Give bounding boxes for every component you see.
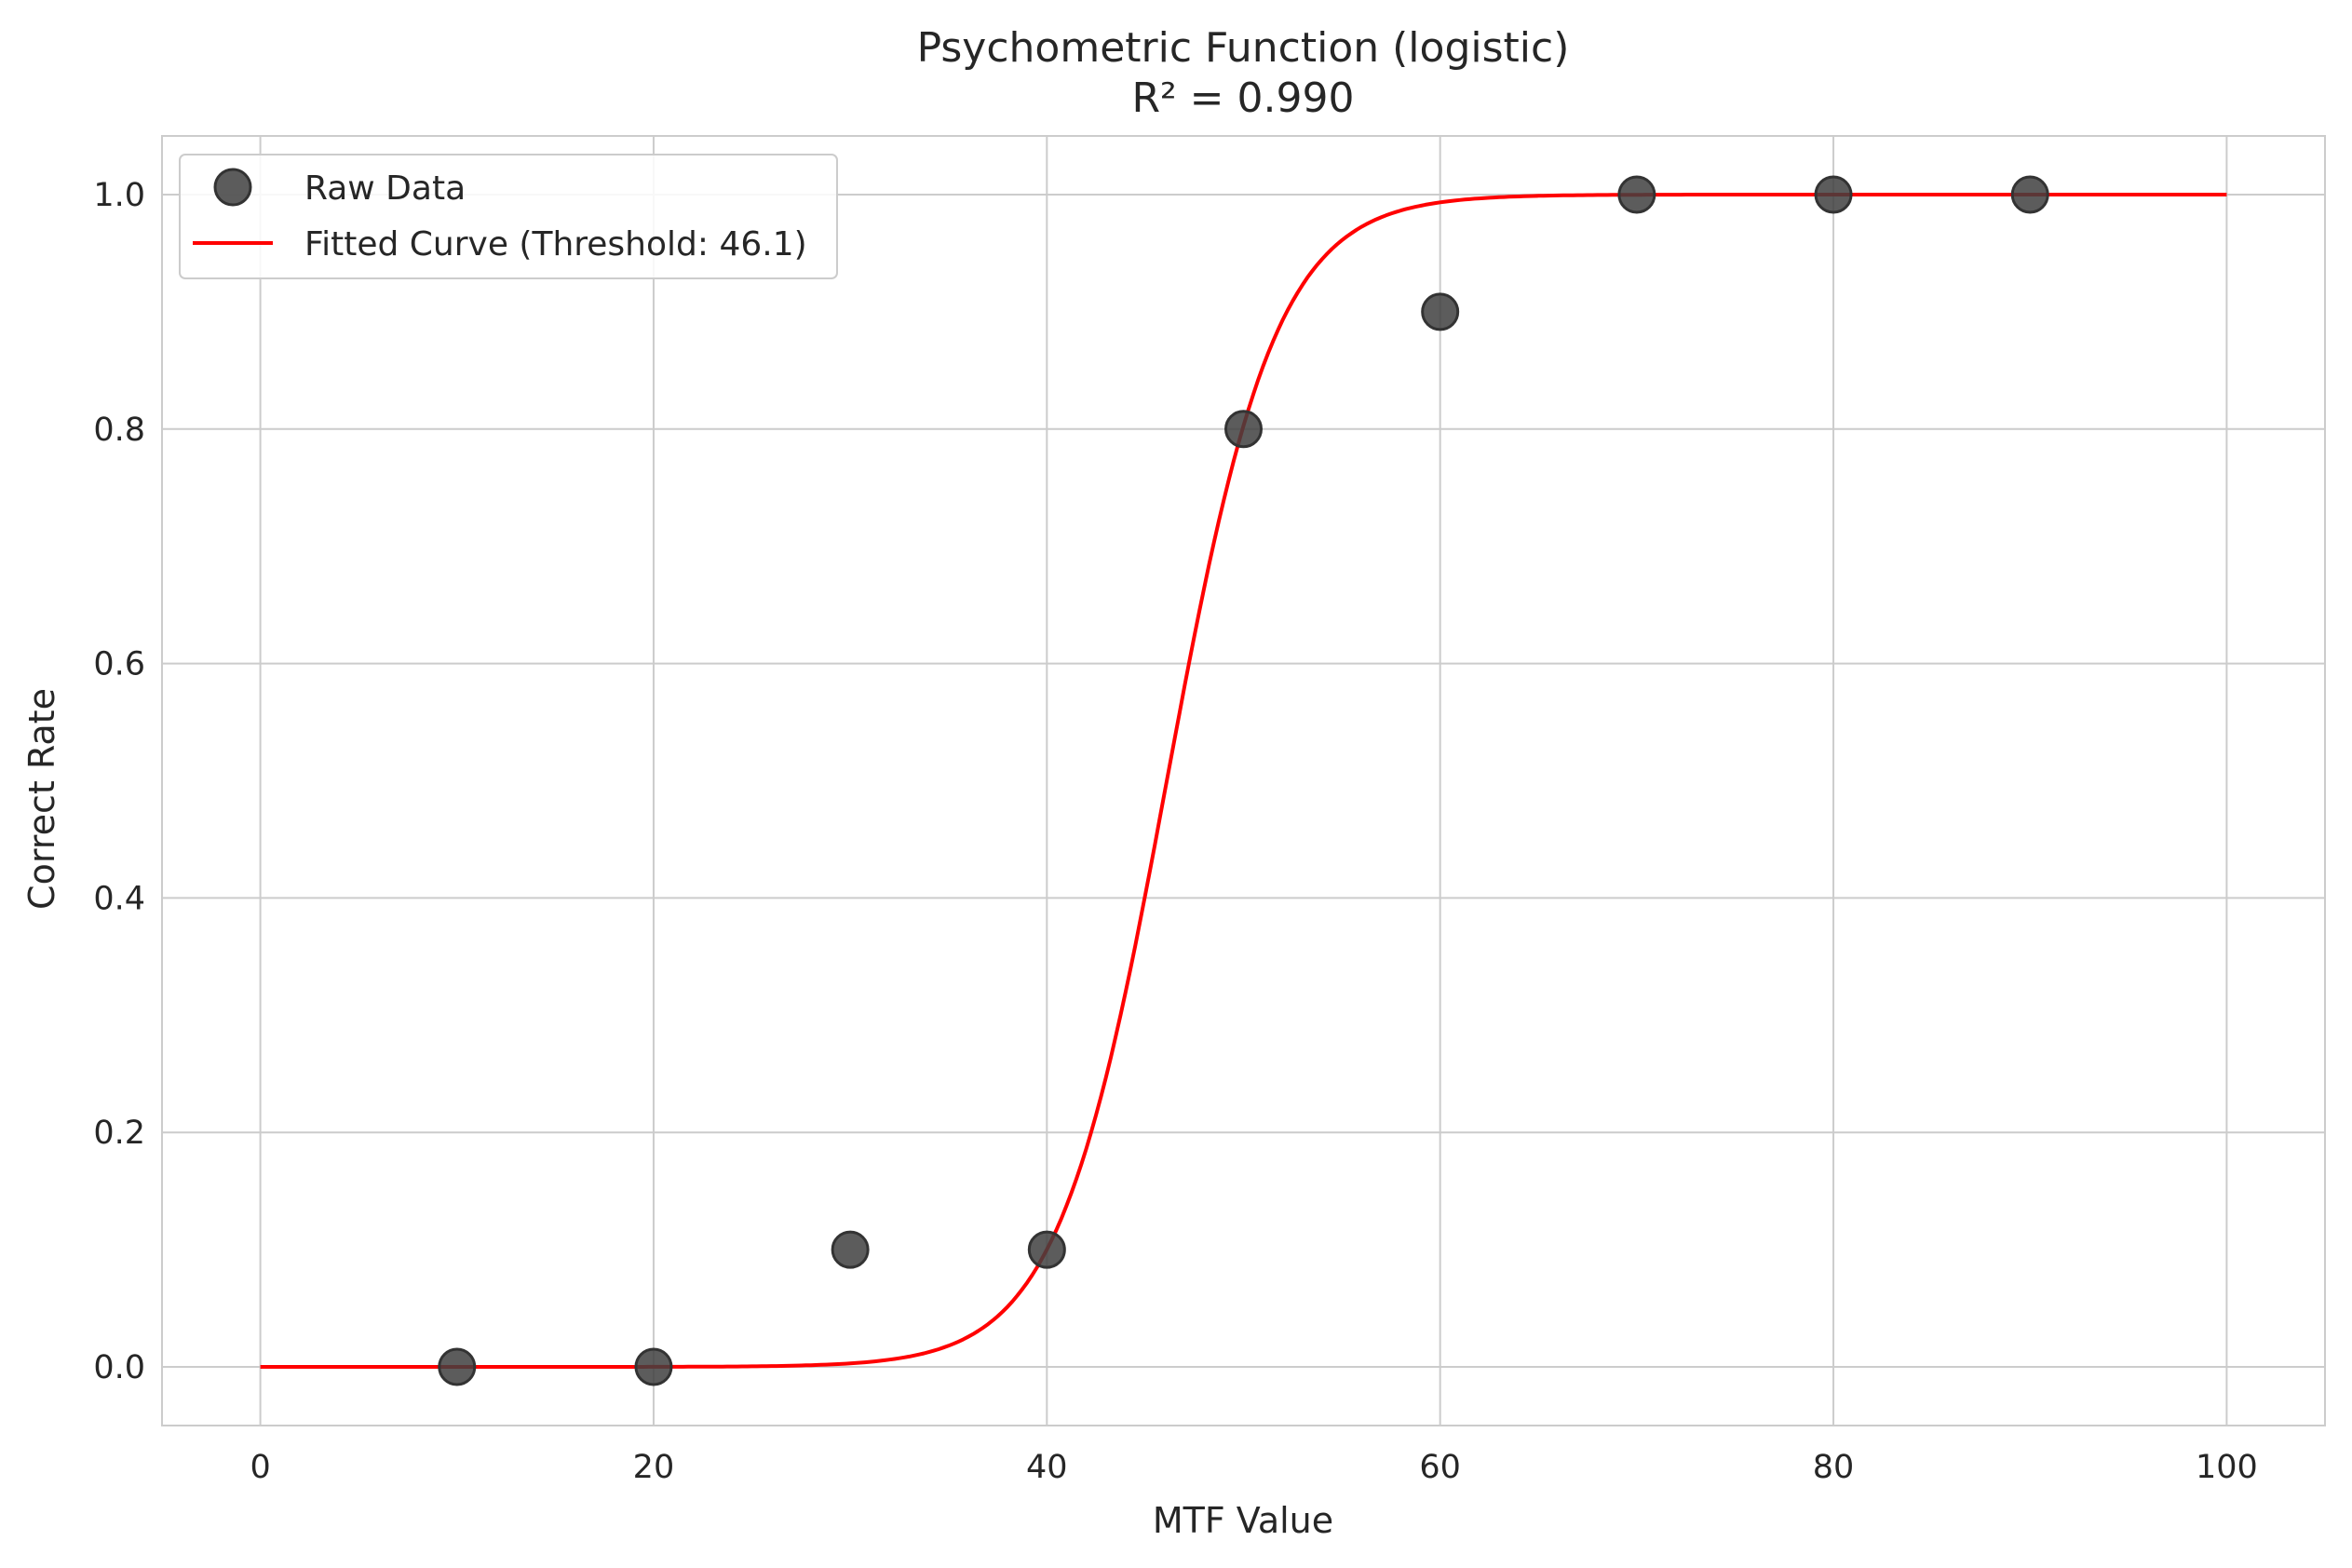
raw-data-point (1814, 175, 1853, 214)
raw-data-point (2010, 175, 2049, 214)
raw-data-point (1617, 175, 1656, 214)
chart-subtitle: R² = 0.990 (1131, 74, 1354, 122)
raw-data-point (1224, 410, 1263, 449)
x-tick-label: 20 (633, 1449, 675, 1486)
raw-data-point (1027, 1230, 1066, 1269)
raw-data-point (634, 1347, 673, 1386)
legend-marker-raw-data (213, 168, 252, 207)
raw-data-point (831, 1230, 870, 1269)
y-tick-label: 0.6 (93, 646, 145, 683)
series-layer (260, 175, 2227, 1386)
y-tick-label: 0.4 (93, 880, 145, 917)
x-tick-label: 80 (1813, 1449, 1855, 1486)
legend-label-fitted-curve: Fitted Curve (Threshold: 46.1) (304, 225, 807, 264)
x-tick-label: 100 (2196, 1449, 2258, 1486)
raw-data-point (438, 1347, 477, 1386)
y-tick-label: 0.8 (93, 412, 145, 449)
x-axis-ticks: 0 20 40 60 80 100 (250, 1449, 2257, 1486)
x-tick-label: 60 (1419, 1449, 1461, 1486)
x-tick-label: 0 (250, 1449, 270, 1486)
y-axis-label: Correct Rate (21, 688, 62, 910)
legend-label-raw-data: Raw Data (304, 169, 466, 208)
y-tick-label: 0.2 (93, 1115, 145, 1152)
x-axis-label: MTF Value (1153, 1500, 1333, 1541)
legend-box (179, 154, 838, 279)
plot-frame (161, 135, 2326, 1426)
y-tick-label: 1.0 (93, 177, 145, 214)
x-tick-label: 40 (1026, 1449, 1068, 1486)
legend: Raw Data Fitted Curve (Threshold: 46.1) (179, 154, 838, 279)
y-axis-ticks: 0.0 0.2 0.4 0.6 0.8 1.0 (93, 177, 145, 1386)
y-tick-label: 0.0 (93, 1349, 145, 1386)
chart-title: Psychometric Function (logistic) (917, 24, 1570, 72)
raw-data-point (1421, 292, 1460, 331)
